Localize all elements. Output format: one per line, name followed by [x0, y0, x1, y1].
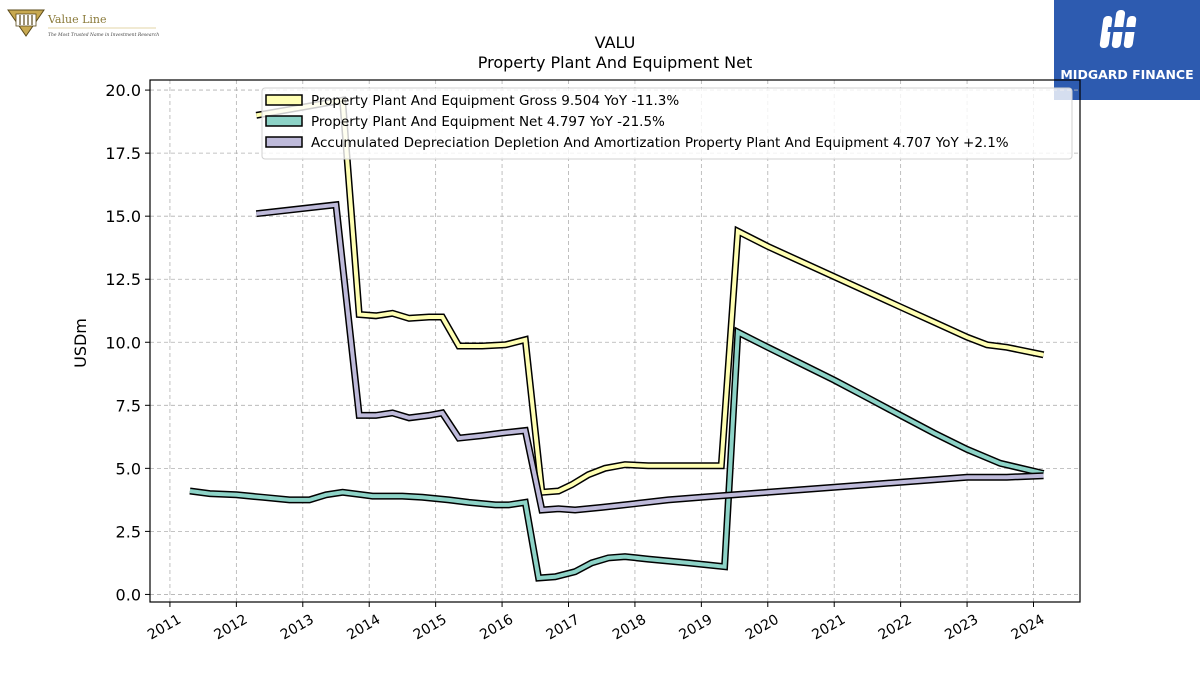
x-tick-label: 2017: [544, 612, 583, 644]
x-tick-label: 2023: [942, 612, 981, 644]
x-tick-label: 2014: [344, 612, 383, 644]
y-tick-label: 15.0: [105, 207, 141, 226]
series-lines: [189, 96, 1045, 582]
legend: Property Plant And Equipment Gross 9.504…: [261, 87, 1073, 160]
legend-label: Accumulated Depreciation Depletion And A…: [311, 135, 1009, 151]
x-tick-label: 2019: [676, 612, 715, 644]
legend-box: [261, 87, 1073, 160]
x-tick-label: 2015: [411, 612, 450, 644]
y-tick-label: 0.0: [116, 585, 141, 604]
midgard-emblem-icon: [1099, 10, 1137, 48]
valueline-logo: Value Line The Most Trusted Name in Inve…: [6, 6, 166, 46]
series-line-1: [255, 97, 1044, 495]
y-tick-label: 17.5: [105, 144, 141, 163]
y-tick-label: 10.0: [105, 333, 141, 352]
midgard-logo: MIDGARD FINANCE: [1054, 0, 1200, 100]
y-axis: 0.0 2.5 5.0 7.5 10.0 12.5 15.0 17.5 20.0: [105, 81, 150, 604]
chart-subtitle: Property Plant And Equipment Net: [478, 53, 753, 72]
valueline-name: Value Line: [47, 13, 107, 26]
x-tick-label: 2016: [477, 612, 516, 644]
y-tick-label: 2.5: [116, 522, 141, 541]
series-line-2: [189, 329, 1044, 581]
x-tick-label: 2018: [610, 612, 649, 644]
x-tick-label: 2012: [211, 612, 250, 644]
x-tick-label: 2011: [145, 612, 184, 644]
y-tick-label: 7.5: [116, 396, 141, 415]
x-tick-label: 2024: [1009, 612, 1048, 644]
y-axis-label: USDm: [71, 318, 90, 368]
valueline-tagline: The Most Trusted Name in Investment Rese…: [48, 32, 159, 38]
series-line-3: [256, 202, 1044, 513]
chart-title: VALU: [595, 33, 636, 52]
y-tick-label: 20.0: [105, 81, 141, 100]
legend-swatch: [265, 136, 303, 148]
series-line-outline: [189, 326, 1045, 582]
x-axis: 2011 2012 2013 2014 2015 2016 2017 2018 2019 2020…: [145, 602, 1048, 643]
y-tick-label: 5.0: [116, 459, 141, 478]
legend-label: Property Plant And Equipment Gross 9.504…: [311, 93, 679, 109]
midgard-name: MIDGARD FINANCE: [1060, 67, 1194, 82]
x-tick-label: 2020: [743, 612, 782, 644]
x-tick-label: 2013: [278, 612, 317, 644]
legend-swatch: [265, 94, 303, 106]
y-tick-label: 12.5: [105, 270, 141, 289]
valueline-emblem-icon: Value Line The Most Trusted Name in Inve…: [7, 9, 159, 38]
x-tick-label: 2022: [876, 612, 915, 644]
plot-frame: [149, 79, 1081, 603]
legend-label: Property Plant And Equipment Net 4.797 Y…: [311, 114, 665, 130]
legend-swatch: [265, 115, 303, 127]
x-tick-label: 2021: [809, 612, 848, 644]
